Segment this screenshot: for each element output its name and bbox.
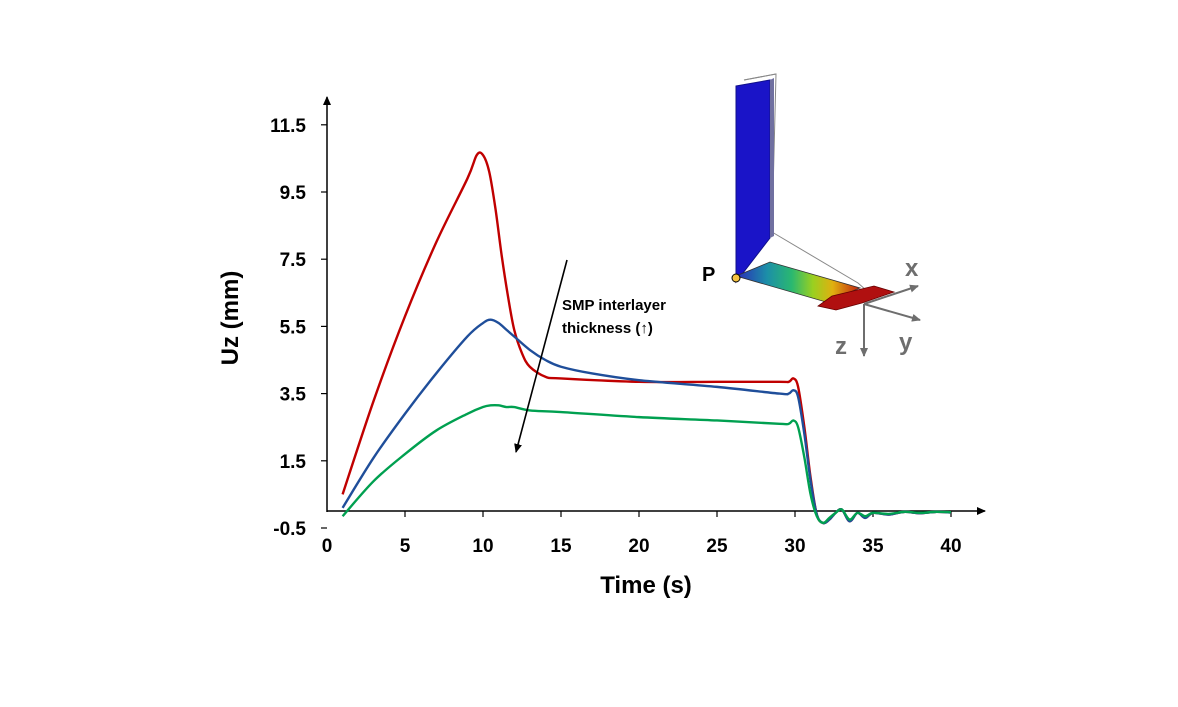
y-tick-label: 9.5 (280, 183, 307, 204)
y-tick-label: 5.5 (280, 317, 307, 338)
inset-horizontal-beam (734, 261, 862, 303)
x-tick-label: 35 (862, 536, 884, 557)
inset-plate-side (770, 78, 774, 238)
inset-x-label: x (905, 255, 919, 282)
y-tick-label: 3.5 (280, 385, 307, 406)
x-tick-label: 15 (550, 536, 572, 557)
series-layer (341, 151, 952, 525)
x-tick-label: 10 (472, 536, 493, 557)
inset-y-label: y (899, 329, 913, 356)
x-axis-title: Time (s) (600, 572, 692, 599)
inset-illustration: P x y z (702, 73, 921, 360)
x-tick-label: 40 (940, 536, 961, 557)
axes (323, 96, 986, 515)
annotation-arrow (514, 259, 568, 453)
inset-vertical-plate (735, 79, 771, 284)
point-p-label: P (702, 264, 715, 286)
y-tick-label: 1.5 (280, 452, 307, 473)
y-tick-label: 11.5 (270, 116, 306, 137)
series-line-2 (341, 318, 952, 525)
inset-tip (817, 285, 896, 311)
inset-z-label: z (835, 333, 847, 360)
x-ticks: 0 5 10 15 20 25 30 35 40 (322, 511, 962, 557)
y-tick-label: -0.5 (273, 519, 306, 540)
annotation-line-2: thickness (↑) (562, 320, 653, 337)
x-tick-label: 0 (322, 536, 333, 557)
x-tick-label: 30 (784, 536, 805, 557)
point-p-marker (731, 273, 741, 283)
inset-y-axis-arrow (863, 303, 921, 322)
y-tick-label: 7.5 (280, 250, 307, 271)
inset-outline-top (743, 73, 777, 81)
y-ticks: -0.5 1.5 3.5 5.5 7.5 9.5 11.5 (270, 116, 327, 540)
annotation-text: SMP interlayer thickness (↑) (562, 297, 670, 337)
x-tick-label: 5 (400, 536, 411, 557)
annotation-line-1: SMP interlayer (562, 297, 666, 314)
y-axis-title: Uz (mm) (217, 271, 244, 366)
series-line-3 (341, 403, 952, 525)
inset-x-axis-arrow (863, 284, 919, 305)
series-line-1 (341, 151, 952, 525)
x-tick-label: 25 (706, 536, 728, 557)
x-tick-label: 20 (628, 536, 649, 557)
